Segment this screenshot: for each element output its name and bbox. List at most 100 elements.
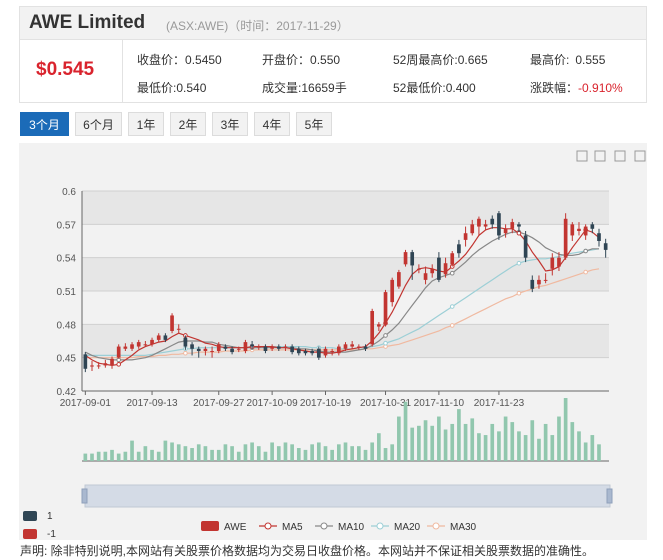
candle-body[interactable] bbox=[403, 252, 408, 265]
candle-body[interactable] bbox=[463, 233, 468, 240]
candle-body[interactable] bbox=[123, 346, 128, 349]
legend-awe-swatch[interactable] bbox=[201, 521, 219, 531]
volume-bar[interactable] bbox=[597, 444, 601, 461]
volume-bar[interactable] bbox=[90, 453, 94, 461]
volume-bar[interactable] bbox=[336, 444, 341, 461]
candle-body[interactable] bbox=[183, 337, 188, 347]
volume-bar[interactable] bbox=[370, 442, 375, 461]
volume-bar[interactable] bbox=[383, 448, 388, 461]
candle-body[interactable] bbox=[136, 342, 141, 347]
volume-bar[interactable] bbox=[130, 440, 134, 461]
candle-body[interactable] bbox=[270, 346, 274, 349]
tab-5y[interactable]: 5年 bbox=[296, 112, 332, 136]
candle-body[interactable] bbox=[470, 224, 475, 234]
candle-body[interactable] bbox=[116, 346, 121, 358]
candle-body[interactable] bbox=[350, 344, 355, 347]
volume-bar[interactable] bbox=[530, 420, 535, 461]
volume-bar[interactable] bbox=[303, 449, 308, 461]
zoom-icon[interactable] bbox=[576, 150, 588, 162]
candle-body[interactable] bbox=[457, 244, 461, 254]
volume-bar[interactable] bbox=[483, 435, 488, 461]
volume-bar[interactable] bbox=[96, 451, 101, 461]
volume-bar[interactable] bbox=[183, 446, 188, 461]
candle-body[interactable] bbox=[163, 335, 168, 340]
volume-bar[interactable] bbox=[583, 442, 588, 461]
volume-bar[interactable] bbox=[196, 444, 201, 461]
candle-body[interactable] bbox=[363, 346, 368, 349]
candle-body[interactable] bbox=[243, 342, 248, 351]
candle-body[interactable] bbox=[323, 348, 328, 356]
candle-body[interactable] bbox=[603, 243, 608, 250]
candle-body[interactable] bbox=[210, 351, 214, 352]
volume-bar[interactable] bbox=[463, 423, 468, 461]
volume-bar[interactable] bbox=[590, 435, 595, 461]
candle-body[interactable] bbox=[377, 324, 381, 327]
candle-body[interactable] bbox=[510, 222, 515, 229]
candle-body[interactable] bbox=[330, 351, 334, 352]
candle-body[interactable] bbox=[497, 213, 501, 236]
volume-bar[interactable] bbox=[497, 431, 501, 461]
volume-bar[interactable] bbox=[417, 425, 421, 461]
legend-ma10-marker[interactable] bbox=[320, 522, 328, 530]
candle-body[interactable] bbox=[550, 257, 555, 269]
volume-bar[interactable] bbox=[116, 453, 121, 461]
volume-bar[interactable] bbox=[203, 446, 208, 461]
candle-body[interactable] bbox=[236, 348, 241, 350]
datazoom-handle-left[interactable] bbox=[81, 488, 88, 504]
candle-body[interactable] bbox=[103, 363, 108, 366]
volume-bar[interactable] bbox=[143, 446, 148, 461]
volume-bar[interactable] bbox=[223, 444, 228, 461]
candle-body[interactable] bbox=[590, 224, 595, 229]
legend-ma5-marker[interactable] bbox=[264, 522, 272, 530]
candle-body[interactable] bbox=[230, 348, 234, 353]
volume-bar[interactable] bbox=[357, 446, 361, 461]
candle-body[interactable] bbox=[370, 311, 375, 345]
candle-body[interactable] bbox=[437, 257, 441, 280]
volume-bar[interactable] bbox=[343, 442, 348, 461]
candle-body[interactable] bbox=[256, 346, 261, 348]
volume-bar[interactable] bbox=[296, 448, 301, 461]
candle-body[interactable] bbox=[517, 224, 521, 227]
candle-body[interactable] bbox=[250, 344, 254, 347]
volume-bar[interactable] bbox=[377, 433, 381, 461]
volume-bar[interactable] bbox=[363, 449, 368, 461]
volume-bar[interactable] bbox=[103, 451, 108, 461]
visualmap-item-down[interactable] bbox=[23, 529, 37, 539]
candle-body[interactable] bbox=[263, 346, 268, 351]
volume-bar[interactable] bbox=[156, 451, 161, 461]
volume-bar[interactable] bbox=[503, 416, 508, 461]
tab-3y[interactable]: 3年 bbox=[212, 112, 248, 136]
volume-bar[interactable] bbox=[176, 444, 181, 461]
volume-bar[interactable] bbox=[256, 446, 261, 461]
candle-body[interactable] bbox=[176, 328, 181, 330]
candle-body[interactable] bbox=[223, 346, 228, 349]
candle-body[interactable] bbox=[170, 315, 174, 331]
candle-body[interactable] bbox=[156, 335, 161, 340]
candle-body[interactable] bbox=[110, 358, 114, 366]
candle-body[interactable] bbox=[557, 257, 561, 267]
volume-bar[interactable] bbox=[170, 442, 174, 461]
volume-bar[interactable] bbox=[430, 425, 435, 461]
volume-bar[interactable] bbox=[397, 416, 401, 461]
save-image-icon[interactable] bbox=[634, 150, 646, 162]
volume-bar[interactable] bbox=[470, 418, 475, 461]
volume-bar[interactable] bbox=[490, 423, 495, 461]
volume-bar[interactable] bbox=[437, 416, 441, 461]
volume-bar[interactable] bbox=[523, 435, 528, 461]
volume-bar[interactable] bbox=[350, 446, 355, 461]
volume-bar[interactable] bbox=[543, 423, 548, 461]
candle-body[interactable] bbox=[490, 218, 495, 225]
volume-bar[interactable] bbox=[263, 451, 268, 461]
visualmap-item-up[interactable] bbox=[23, 511, 37, 521]
volume-bar[interactable] bbox=[323, 446, 328, 461]
volume-bar[interactable] bbox=[270, 442, 274, 461]
volume-bar[interactable] bbox=[276, 446, 281, 461]
volume-bar[interactable] bbox=[577, 431, 581, 461]
volume-bar[interactable] bbox=[290, 444, 294, 461]
candle-body[interactable] bbox=[537, 279, 541, 285]
candle-body[interactable] bbox=[417, 268, 421, 270]
candle-body[interactable] bbox=[543, 279, 548, 281]
candle-body[interactable] bbox=[577, 228, 581, 231]
volume-bar[interactable] bbox=[243, 444, 248, 461]
